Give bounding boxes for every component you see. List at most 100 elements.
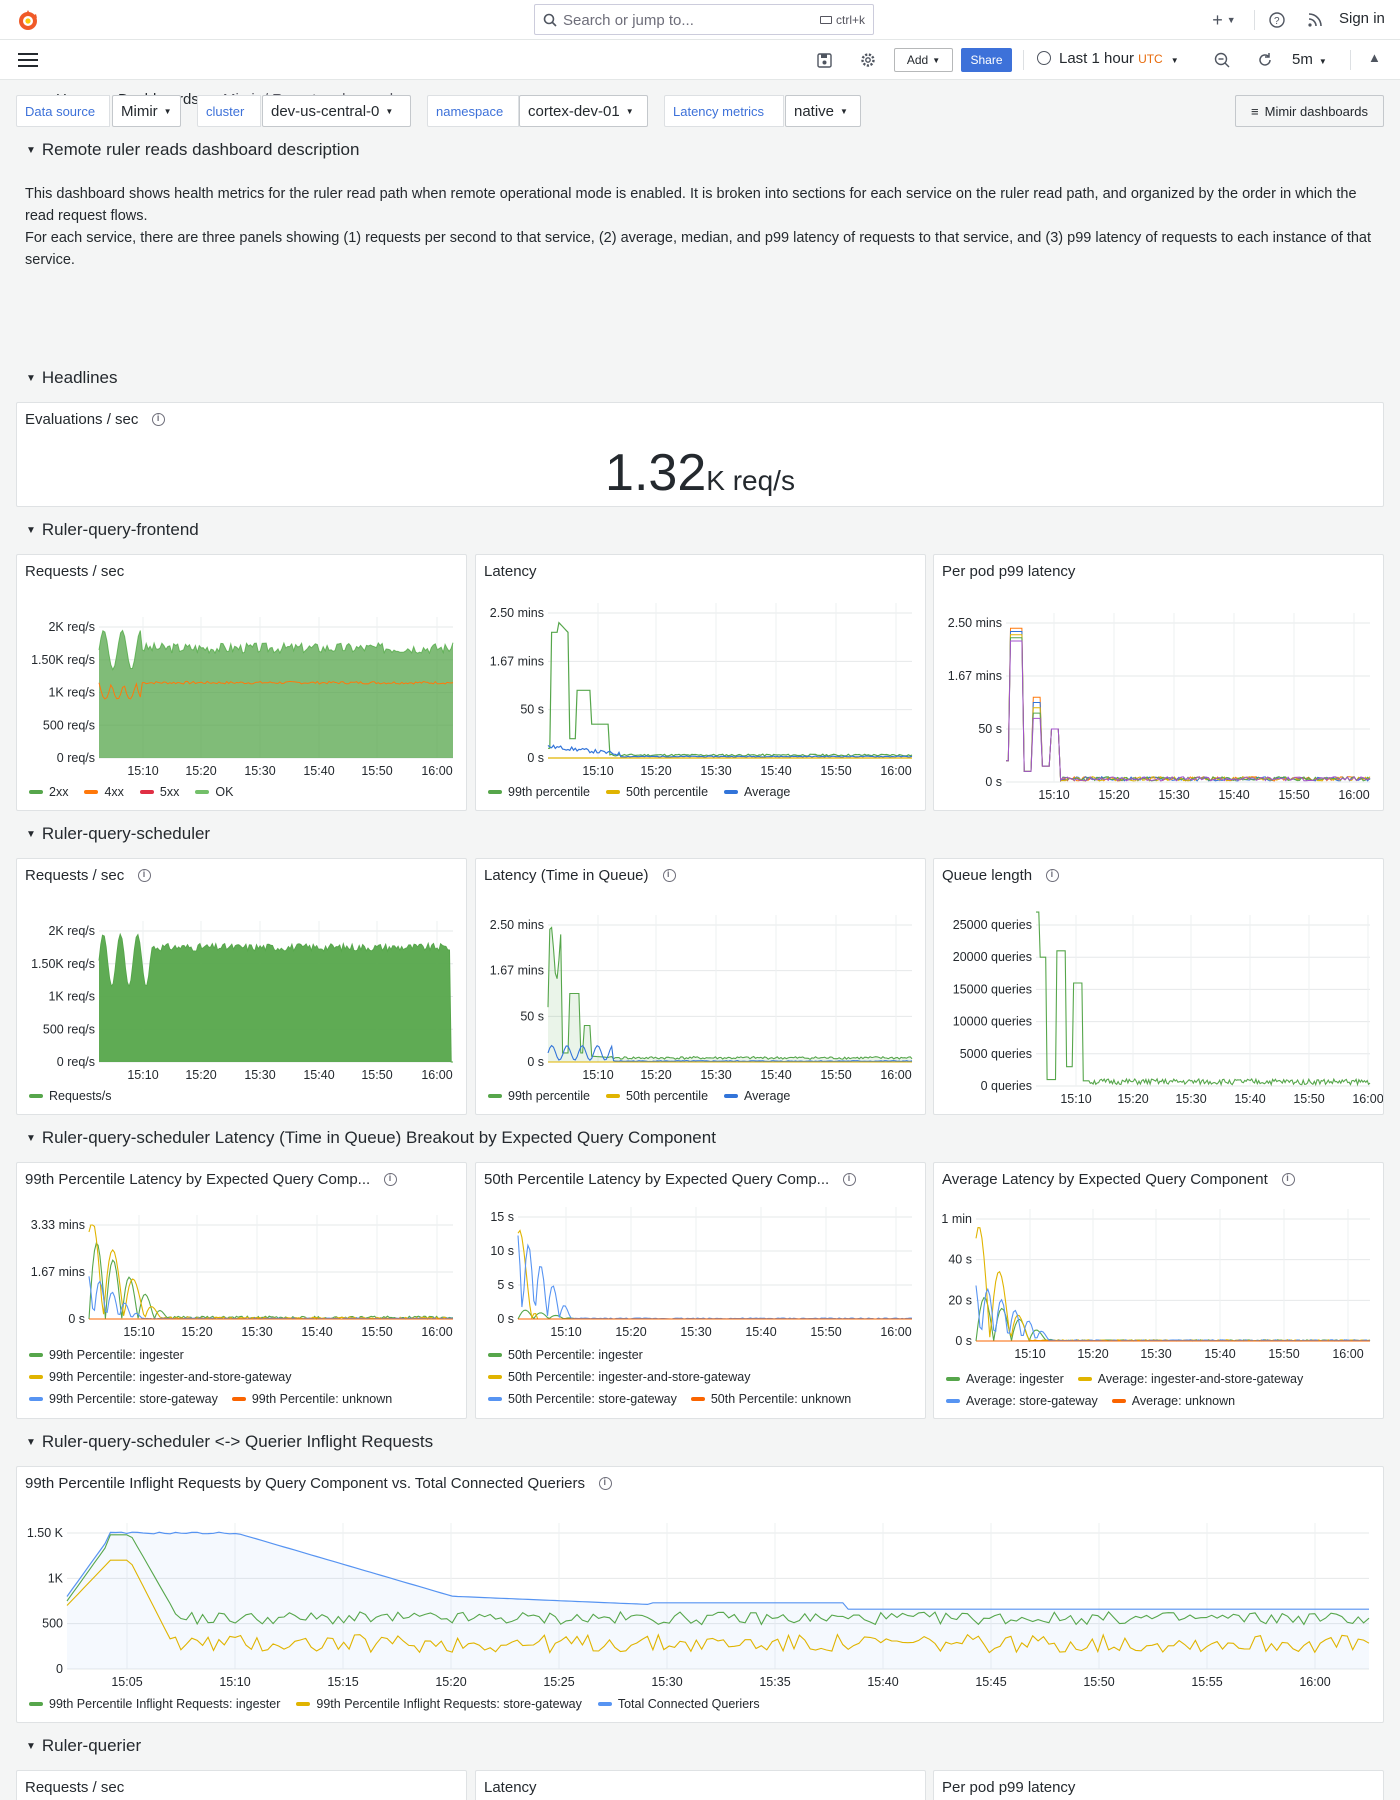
legend-item[interactable]: 4xx bbox=[84, 785, 124, 799]
legend-item[interactable]: 99th percentile bbox=[488, 1089, 590, 1103]
y-tick-label: 0 s bbox=[497, 1312, 514, 1326]
rss-news-icon[interactable] bbox=[1304, 9, 1326, 31]
info-icon[interactable] bbox=[599, 1477, 613, 1490]
panel-evaluations-per-sec[interactable]: Evaluations / sec 1.32K req/s bbox=[16, 402, 1384, 507]
y-tick-label: 0 s bbox=[68, 1312, 85, 1326]
y-tick-label: 10000 queries bbox=[953, 1015, 1032, 1029]
refresh-interval-picker[interactable]: 5m ▼ bbox=[1292, 51, 1327, 68]
new-menu-button[interactable]: + ▼ bbox=[1206, 9, 1242, 31]
legend-swatch bbox=[231, 1397, 246, 1401]
share-button[interactable]: Share bbox=[961, 48, 1012, 72]
panel-breakout-p99[interactable]: 99th Percentile Latency by Expected Quer… bbox=[16, 1162, 467, 1419]
panel-scheduler-latency[interactable]: Latency (Time in Queue) 2.50 mins 1.67 mi… bbox=[475, 858, 926, 1115]
time-range-picker[interactable]: Last 1 hour UTC ▼ bbox=[1037, 50, 1179, 67]
panel-frontend-latency[interactable]: Latency 2.50 mins 1.67 mins 50 s 0 s 15:10 15… bbox=[475, 554, 926, 811]
legend-item[interactable]: 99th Percentile: ingester-and-store-gate… bbox=[29, 1370, 292, 1384]
legend-label: Average: ingester-and-store-gateway bbox=[1097, 1372, 1304, 1386]
legend-item[interactable]: Average: ingester bbox=[946, 1372, 1064, 1386]
legend-item[interactable]: 5xx bbox=[139, 785, 179, 799]
variable-select-cluster[interactable]: dev-us-central-0 ▼ bbox=[262, 95, 411, 127]
info-icon[interactable] bbox=[384, 1173, 398, 1186]
panel-inflight-requests[interactable]: 99th Percentile Inflight Requests by Que… bbox=[16, 1466, 1384, 1723]
legend-item[interactable]: Average: store-gateway bbox=[946, 1394, 1098, 1408]
row-ruler-querier[interactable]: ▼ Ruler-querier bbox=[26, 1736, 141, 1756]
panel-querier-per-pod-p99[interactable]: Per pod p99 latency bbox=[933, 1770, 1384, 1800]
panel-breakout-p50[interactable]: 50th Percentile Latency by Expected Quer… bbox=[475, 1162, 926, 1419]
legend-item[interactable]: 50th Percentile: ingester-and-store-gate… bbox=[488, 1370, 751, 1384]
info-icon[interactable] bbox=[662, 869, 676, 882]
row-ruler-query-frontend[interactable]: ▼ Ruler-query-frontend bbox=[26, 520, 199, 540]
search-input[interactable]: Search or jump to... ctrl+k bbox=[534, 4, 874, 35]
legend-swatch bbox=[29, 1094, 43, 1098]
info-icon[interactable] bbox=[152, 413, 166, 426]
variable-select-namespace[interactable]: cortex-dev-01 ▼ bbox=[519, 95, 648, 127]
legend-item[interactable]: 99th Percentile: unknown bbox=[231, 1392, 392, 1406]
panel-querier-requests-per-sec[interactable]: Requests / sec bbox=[16, 1770, 467, 1800]
bars-icon: ≡ bbox=[1251, 103, 1259, 119]
panel-scheduler-queue-length[interactable]: Queue length 25000 queries 20000 queries 1… bbox=[933, 858, 1384, 1115]
refresh-icon[interactable] bbox=[1254, 49, 1276, 71]
legend-item[interactable]: 50th Percentile: unknown bbox=[690, 1392, 851, 1406]
variable-select-datasource[interactable]: Mimir ▼ bbox=[112, 95, 181, 127]
legend-item[interactable]: 50th percentile bbox=[606, 785, 708, 799]
legend-item[interactable]: Average bbox=[724, 1089, 790, 1103]
row-inflight-requests[interactable]: ▼ Ruler-query-scheduler <-> Querier Infli… bbox=[26, 1432, 433, 1452]
panel-title-text: Evaluations / sec bbox=[25, 411, 139, 428]
legend-label: OK bbox=[215, 785, 234, 799]
legend-item[interactable]: Average: unknown bbox=[1111, 1394, 1235, 1408]
search-placeholder: Search or jump to... bbox=[563, 12, 694, 29]
legend-item[interactable]: Average: ingester-and-store-gateway bbox=[1077, 1372, 1304, 1386]
grafana-logo-icon[interactable] bbox=[14, 7, 42, 33]
x-tick-label: 16:00 bbox=[421, 764, 452, 778]
y-tick-label: 2.50 mins bbox=[948, 616, 1002, 630]
stat-number: 1.32 bbox=[605, 444, 707, 502]
help-icon[interactable]: ? bbox=[1266, 9, 1288, 31]
legend-item[interactable]: Average bbox=[724, 785, 790, 799]
panel-title: Requests / sec bbox=[25, 563, 124, 580]
legend-item[interactable]: 50th Percentile: ingester bbox=[488, 1348, 643, 1362]
x-tick-label: 15:40 bbox=[301, 1325, 332, 1339]
series-store-gateway bbox=[66, 1559, 1370, 1654]
zoom-out-icon[interactable] bbox=[1211, 49, 1233, 71]
row-description[interactable]: ▼ Remote ruler reads dashboard descriptio… bbox=[26, 140, 359, 160]
info-icon[interactable] bbox=[843, 1173, 857, 1186]
legend-item[interactable]: 99th percentile bbox=[488, 785, 590, 799]
legend-label: 50th Percentile: store-gateway bbox=[508, 1392, 677, 1406]
legend-label: 99th Percentile: store-gateway bbox=[49, 1392, 218, 1406]
legend-item[interactable]: 99th Percentile: ingester bbox=[29, 1348, 184, 1362]
panel-breakout-average[interactable]: Average Latency by Expected Query Compon… bbox=[933, 1162, 1384, 1419]
mimir-dashboards-button[interactable]: ≡ Mimir dashboards bbox=[1235, 95, 1384, 127]
row-ruler-query-scheduler[interactable]: ▼ Ruler-query-scheduler bbox=[26, 824, 210, 844]
menu-icon[interactable] bbox=[18, 52, 38, 68]
panel-frontend-per-pod-p99[interactable]: Per pod p99 latency 2.50 mins 1.67 mins 50… bbox=[933, 554, 1384, 811]
variable-select-latency-metrics[interactable]: native ▼ bbox=[785, 95, 861, 127]
legend-item[interactable]: Requests/s bbox=[29, 1089, 112, 1103]
legend-item[interactable]: Total Connected Queriers bbox=[597, 1697, 760, 1711]
chart-legend: 99th Percentile: ingester 99th Percentile… bbox=[29, 1348, 449, 1406]
info-icon[interactable] bbox=[1281, 1173, 1295, 1186]
panel-scheduler-requests-per-sec[interactable]: Requests / sec 2K req/s 1.50K req/s 1K req… bbox=[16, 858, 467, 1115]
legend-item[interactable]: OK bbox=[195, 785, 233, 799]
settings-gear-icon[interactable] bbox=[857, 49, 879, 71]
panel-title-text: Latency bbox=[484, 1779, 537, 1796]
info-icon[interactable] bbox=[138, 869, 152, 882]
legend-item[interactable]: 99th Percentile Inflight Requests: store… bbox=[296, 1697, 582, 1711]
legend-item[interactable]: 50th percentile bbox=[606, 1089, 708, 1103]
shortcut-label: ctrl+k bbox=[835, 13, 865, 27]
legend-item[interactable]: 99th Percentile Inflight Requests: inges… bbox=[29, 1697, 280, 1711]
panel-querier-latency[interactable]: Latency bbox=[475, 1770, 926, 1800]
legend-item[interactable]: 50th Percentile: store-gateway bbox=[488, 1392, 677, 1406]
row-headlines[interactable]: ▼ Headlines bbox=[26, 368, 118, 388]
sign-in-link[interactable]: Sign in bbox=[1339, 10, 1385, 27]
add-button[interactable]: Add ▼ bbox=[894, 48, 953, 72]
info-icon[interactable] bbox=[1046, 869, 1060, 882]
x-tick-label: 15:40 bbox=[303, 1068, 334, 1082]
save-icon[interactable] bbox=[813, 49, 835, 71]
x-tick-label: 15:10 bbox=[1060, 1092, 1091, 1106]
legend-item[interactable]: 2xx bbox=[29, 785, 68, 799]
collapse-toolbar-chevron-up-icon[interactable]: ▲ bbox=[1368, 50, 1381, 65]
legend-item[interactable]: 99th Percentile: store-gateway bbox=[29, 1392, 218, 1406]
panel-frontend-requests-per-sec[interactable]: Requests / sec 2K req/s 1.50K req/s 1K req… bbox=[16, 554, 467, 811]
panel-title-text: Per pod p99 latency bbox=[942, 563, 1076, 580]
row-latency-breakout[interactable]: ▼ Ruler-query-scheduler Latency (Time in … bbox=[26, 1128, 716, 1148]
